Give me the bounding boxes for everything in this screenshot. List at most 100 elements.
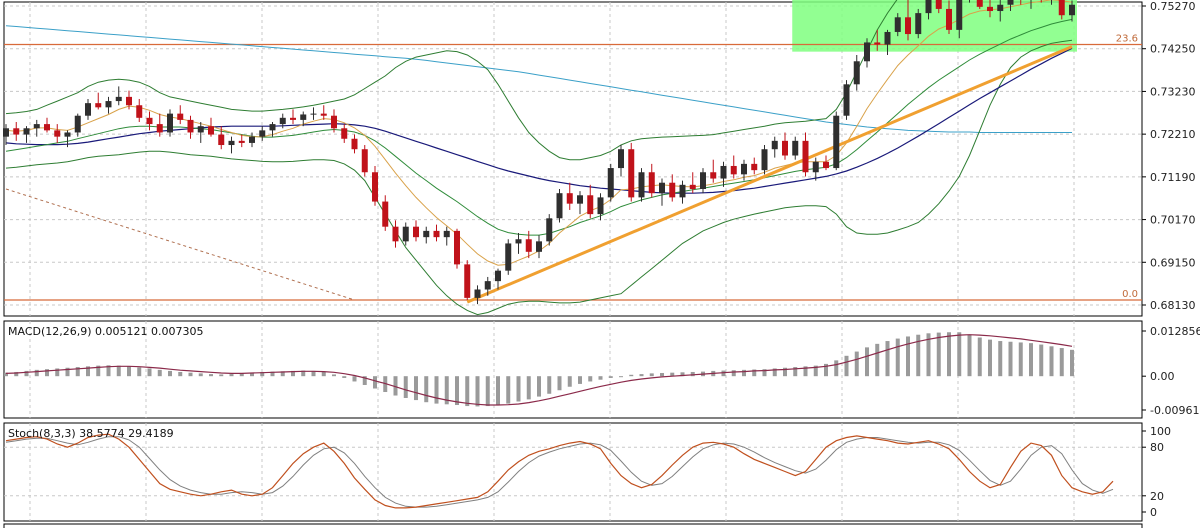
candle-bear <box>730 165 737 175</box>
macd-histogram-bar <box>362 376 367 385</box>
macd-histogram-bar <box>270 371 275 377</box>
macd-histogram-bar <box>127 366 131 377</box>
candle-bear <box>156 124 163 133</box>
macd-histogram-bar <box>393 376 398 396</box>
macd-histogram-bar <box>260 371 265 377</box>
candle-bear <box>1058 0 1065 16</box>
macd-histogram-bar <box>639 374 644 377</box>
macd-histogram-bar <box>885 341 890 377</box>
ma-long-line <box>5 25 1072 133</box>
candle-bull <box>597 197 604 215</box>
candle-bear <box>392 226 399 242</box>
price-tick-label: 0.69150 <box>1150 256 1196 269</box>
candle-bear <box>587 195 594 215</box>
macd-histogram-bar <box>906 336 910 377</box>
fib-zone <box>792 0 1077 52</box>
candle-bull <box>853 61 860 85</box>
candle-bear <box>361 149 368 173</box>
macd-histogram-bar <box>824 363 828 377</box>
candle-bull <box>659 182 665 194</box>
candle-bull <box>85 103 91 116</box>
price-tick-label: 0.73230 <box>1150 85 1196 98</box>
candle-bull <box>792 140 799 156</box>
macd-histogram-bar <box>721 370 726 377</box>
macd-histogram-bar <box>34 369 39 377</box>
candle-bull <box>105 101 112 108</box>
stochastic-panel[interactable]: 100 80 20 0 <box>4 425 1171 519</box>
macd-histogram-bar <box>137 367 142 377</box>
macd-histogram-bar <box>588 376 593 382</box>
macd-histogram-bar <box>45 369 49 377</box>
candle-bull <box>64 132 71 137</box>
macd-histogram-bar <box>680 372 685 377</box>
candle-bear <box>95 103 102 108</box>
macd-histogram-bar <box>414 376 418 401</box>
macd-histogram-bar <box>926 333 931 377</box>
macd-histogram-bar <box>557 376 562 391</box>
projection-dotted-line <box>5 188 355 301</box>
macd-histogram-bar <box>178 371 183 377</box>
macd-histogram-bar <box>752 369 757 377</box>
macd-histogram-bar <box>75 367 80 377</box>
candle-bear <box>44 124 50 131</box>
candle-bear <box>382 201 389 227</box>
candle-bear <box>689 184 696 190</box>
macd-histogram-bar <box>475 376 480 407</box>
candle-bear <box>320 113 327 116</box>
macd-histogram-bar <box>465 376 470 407</box>
trendline <box>466 45 1073 304</box>
macd-histogram-bar <box>311 370 316 377</box>
macd-histogram-bar <box>332 374 336 377</box>
candle-bear <box>13 128 20 135</box>
macd-histogram-bar <box>188 372 193 377</box>
macd-histogram-bar <box>834 360 839 377</box>
candle-bull <box>720 165 727 179</box>
candle-bear <box>208 126 214 135</box>
candle-bear <box>946 8 952 30</box>
macd-histogram-bar <box>198 373 203 377</box>
macd-histogram-bar <box>629 374 634 377</box>
macd-histogram-bar <box>424 376 429 403</box>
macd-histogram-bar <box>229 374 234 377</box>
macd-histogram-bar <box>4 372 8 377</box>
bottom-panel-frame <box>3 523 1143 528</box>
candle-bull <box>310 113 317 115</box>
macd-histogram-bar <box>55 368 60 377</box>
macd-histogram-bar <box>598 376 603 380</box>
fib-level-label: 0.0 <box>1122 289 1138 300</box>
candle-bull <box>833 115 840 169</box>
macd-histogram-bar <box>116 365 121 377</box>
candle-bear <box>905 17 911 35</box>
macd-histogram-bar <box>844 355 849 377</box>
candle-bull <box>23 128 30 135</box>
price-tick-label: 0.70170 <box>1150 214 1196 227</box>
candle-bear <box>126 96 132 106</box>
macd-histogram-bar <box>567 376 572 387</box>
candle-bull <box>556 193 563 219</box>
macd-histogram-bar <box>65 367 70 377</box>
candle-bull <box>269 124 276 131</box>
candle-bull <box>546 218 553 242</box>
macd-histogram-bar <box>291 370 295 377</box>
candle-bear <box>433 230 440 238</box>
macd-histogram-bar <box>106 365 111 377</box>
macd-histogram-bar <box>1070 349 1074 377</box>
macd-histogram-bar <box>670 372 675 377</box>
candle-bear <box>628 149 635 198</box>
macd-histogram-bar <box>96 365 101 377</box>
price-panel[interactable]: 23.6 0.0 <box>3 0 1142 316</box>
macd-histogram-bar <box>14 371 19 377</box>
macd-panel[interactable]: 0.012856 0.00 -0.009618 <box>4 325 1200 417</box>
stoch-label: Stoch(8,3,3) 38.5774 29.4189 <box>8 427 174 440</box>
macd-histogram-bar <box>455 376 459 406</box>
candle-bull <box>167 113 173 133</box>
price-tick-label: 0.75270 <box>1150 0 1196 13</box>
macd-histogram-bar <box>342 376 347 378</box>
macd-histogram-bar <box>967 334 972 377</box>
macd-histogram-bar <box>988 339 992 377</box>
macd-histogram-bar <box>1049 346 1054 377</box>
ma-slow-line <box>5 47 1073 194</box>
stoch-tick-label: 80 <box>1150 441 1164 454</box>
macd-histogram-bar <box>373 376 377 389</box>
